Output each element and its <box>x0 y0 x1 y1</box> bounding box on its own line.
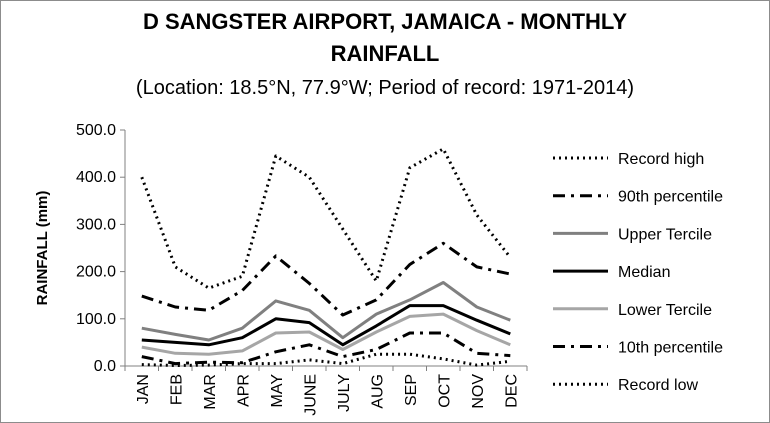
series-line-median <box>141 304 511 347</box>
legend-label-record-high: Record high <box>618 151 704 168</box>
x-tick-label: APR <box>235 374 252 407</box>
chart-subtitle: (Location: 18.5°N, 77.9°W; Period of rec… <box>135 77 635 99</box>
series-line-90th-percentile <box>141 241 511 317</box>
axes: 0.0 100.0 200.0 300.0 400.0 500.0 JAN FEB MAR APR… <box>34 122 528 416</box>
legend-label-lower-tercile: Lower Tercile <box>618 302 712 319</box>
x-tick-label: JULY <box>336 374 353 412</box>
x-tick-label: DEC <box>503 374 520 408</box>
series-lines <box>140 147 512 367</box>
chart-title: D SANGSTER AIRPORT, JAMAICA - MONTHLY <box>142 9 628 34</box>
x-tick-label: JAN <box>135 374 152 404</box>
y-tick-label: 0.0 <box>94 358 116 375</box>
series-line-record-low <box>141 352 511 367</box>
x-tick-label: SEP <box>403 374 420 406</box>
y-tick-label: 100.0 <box>76 311 116 328</box>
y-tick-label: 200.0 <box>76 264 116 281</box>
series-line-10th-percentile <box>141 331 511 366</box>
x-tick-label: MAY <box>269 374 286 408</box>
chart-title-continued: RAINFALL <box>330 41 440 66</box>
y-tick-label: 300.0 <box>76 216 116 233</box>
legend: Record high 90th percentile Upper Tercile M… <box>553 151 723 394</box>
x-tick-label: NOV <box>470 374 487 409</box>
series-line-lower-tercile <box>141 312 511 356</box>
y-axis-title: RAINFALL (mm) <box>34 191 51 306</box>
series-line-upper-tercile <box>141 281 511 342</box>
legend-label-10th-percentile: 10th percentile <box>618 340 723 357</box>
x-tick-label: OCT <box>436 374 453 408</box>
y-tick-label: 400.0 <box>76 169 116 186</box>
legend-label-90th-percentile: 90th percentile <box>618 189 723 206</box>
legend-label-median: Median <box>618 264 670 281</box>
y-tick-label: 500.0 <box>76 122 116 139</box>
legend-label-record-low: Record low <box>618 377 698 394</box>
x-tick-label: MAR <box>202 374 219 410</box>
series-line-record-high <box>140 147 512 290</box>
legend-label-upper-tercile: Upper Tercile <box>618 226 712 243</box>
x-tick-label: JUNE <box>302 374 319 416</box>
x-tick-label: FEB <box>168 374 185 405</box>
x-tick-label: AUG <box>369 374 386 409</box>
